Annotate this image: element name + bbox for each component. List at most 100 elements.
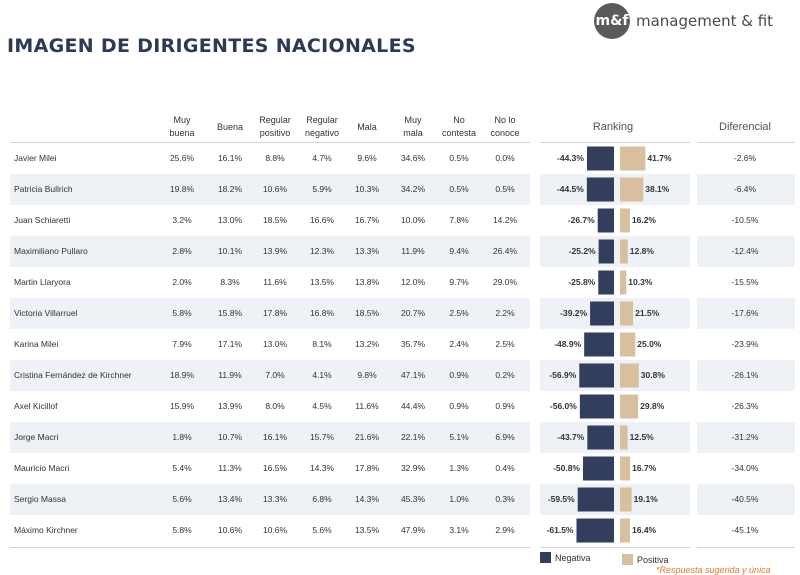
bar-label-negativa: -25.2% (568, 245, 596, 256)
table-cell: 47.1% (400, 369, 426, 380)
row-name: Juan Schiaretti (14, 214, 71, 225)
table-cell: 9.6% (357, 152, 377, 163)
bar-label-negativa: -44.5% (556, 183, 584, 194)
table-cell: 9.8% (357, 369, 377, 380)
table-cell: 26.4% (492, 245, 518, 256)
table-cell: 20.7% (400, 307, 426, 318)
bar-label-positiva: 16.7% (632, 462, 657, 473)
table-cell: 13.3% (354, 245, 380, 256)
table-cell: 45.3% (400, 493, 426, 504)
table-cell: 11.9% (218, 369, 242, 380)
bar-label-negativa: -43.7% (557, 431, 585, 442)
bar-label-positiva: 19.1% (633, 493, 658, 504)
table-cell: 34.2% (400, 183, 426, 194)
table-cell: 4.1% (312, 369, 332, 380)
row-name: Martin Llaryora (14, 276, 71, 287)
table-cell: 5.8% (172, 307, 192, 318)
table-cell: 13.3% (262, 493, 288, 504)
table-cell: 44.4% (400, 400, 426, 411)
bar-negativa (597, 208, 614, 233)
table-cell: 5.9% (312, 183, 332, 194)
bar-label-positiva: 16.2% (631, 214, 656, 225)
bar-negativa (586, 146, 614, 171)
bar-positiva (620, 425, 628, 450)
table-cell: 15.7% (309, 431, 335, 442)
table-cell: 6.8% (312, 493, 332, 504)
bar-negativa (579, 394, 614, 419)
header-divider (697, 142, 795, 143)
row-stripe (697, 298, 795, 329)
legend-positiva: Positiva (622, 554, 669, 565)
ranking-header: Ranking (592, 121, 634, 133)
table-cell: 12.0% (400, 276, 426, 287)
bar-negativa (586, 177, 614, 202)
diferencial-value: -26.1% (731, 369, 759, 380)
bar-label-negativa: -26.7% (567, 214, 595, 225)
row-stripe (697, 236, 795, 267)
table-cell: 0.5% (449, 152, 469, 163)
table-cell: 9.7% (449, 276, 469, 287)
table-cell: 12.3% (309, 245, 335, 256)
diferencial-value: -2.6% (733, 152, 757, 163)
row-name: Sergio Massa (14, 493, 66, 504)
table-cell: 16.7% (354, 214, 380, 225)
table-cell: 8.3% (220, 276, 240, 287)
table-cell: 16.1% (262, 431, 288, 442)
table-cell: 2.2% (495, 307, 515, 318)
table-cell: 18.2% (217, 183, 243, 194)
table-cell: 5.6% (312, 524, 332, 535)
bar-positiva (620, 208, 630, 233)
diferencial-header: Diferencial (719, 121, 771, 133)
table-cell: 10.6% (262, 183, 288, 194)
table-cell: 10.1% (217, 245, 243, 256)
column-header: Buena (216, 122, 244, 132)
row-stripe (540, 236, 690, 267)
row-name: Máximo Kirchner (14, 524, 78, 535)
table-cell: 21.6% (354, 431, 380, 442)
row-stripe (10, 174, 530, 205)
table-cell: 13.0% (262, 338, 288, 349)
table-cell: 13.2% (354, 338, 380, 349)
table-cell: 17.8% (354, 462, 380, 473)
bar-positiva (620, 177, 644, 202)
bar-label-positiva: 38.1% (645, 183, 670, 194)
bar-label-negativa: -39.2% (560, 307, 588, 318)
row-stripe (10, 298, 530, 329)
legend-positiva-label: Positiva (637, 554, 669, 565)
table-cell: 11.9% (401, 245, 425, 256)
row-stripe (10, 422, 530, 453)
table-cell: 1.0% (449, 493, 469, 504)
diferencial-value: -45.1% (731, 524, 759, 535)
column-header: No lo conoce (490, 115, 520, 138)
footnote: *Respuesta sugerida y única (656, 565, 771, 575)
table-cell: 17.8% (262, 307, 288, 318)
logo-mark: m&f (594, 3, 630, 39)
diferencial-value: -6.4% (733, 183, 757, 194)
table-cell: 3.1% (449, 524, 469, 535)
table-cell: 1.8% (172, 431, 192, 442)
bar-label-negativa: -25.8% (568, 276, 596, 287)
bar-negativa (587, 425, 614, 450)
page-title: IMAGEN DE DIRIGENTES NACIONALES (7, 35, 416, 57)
bar-label-negativa: -48.9% (554, 338, 582, 349)
table-cell: 13.9% (262, 245, 288, 256)
table-cell: 13.9% (217, 400, 243, 411)
row-stripe (697, 484, 795, 515)
bar-label-positiva: 41.7% (647, 152, 672, 163)
table-cell: 22.1% (400, 431, 426, 442)
table-cell: 13.8% (354, 276, 380, 287)
table-cell: 2.9% (495, 524, 515, 535)
bar-label-positiva: 25.0% (637, 338, 662, 349)
diferencial-value: -10.5% (731, 214, 759, 225)
row-stripe (540, 484, 690, 515)
table-cell: 8.1% (312, 338, 332, 349)
table-cell: 0.5% (449, 183, 469, 194)
row-name: Mauricio Macri (14, 462, 70, 473)
legend-negativa-swatch (540, 552, 551, 563)
table-cell: 5.1% (449, 431, 469, 442)
table-cell: 14.3% (354, 493, 380, 504)
table-cell: 18.9% (169, 369, 195, 380)
table-cell: 2.5% (495, 338, 515, 349)
bar-label-positiva: 12.8% (629, 245, 654, 256)
bar-negativa (579, 363, 614, 388)
